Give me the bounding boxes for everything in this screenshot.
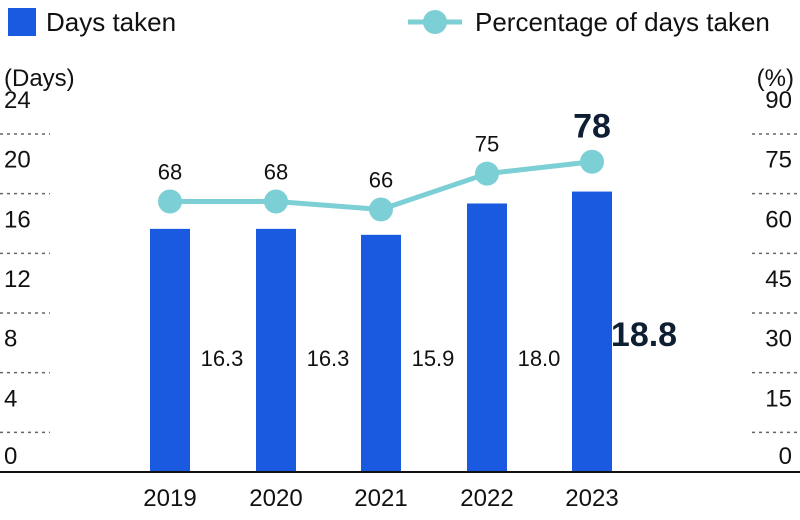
bar-2020 [256, 228, 296, 472]
percentage-label-2021: 66 [369, 167, 393, 192]
legend: Days taken Percentage of days taken [8, 7, 770, 37]
x-label-2022: 2022 [460, 485, 513, 512]
x-label-2023: 2023 [565, 485, 618, 512]
x-label-2021: 2021 [354, 485, 407, 512]
bar-value-label-2023: 18.8 [611, 316, 677, 354]
legend-label-percentage: Percentage of days taken [475, 7, 770, 37]
legend-marker-percentage [423, 10, 447, 34]
left-tick-label: 12 [4, 266, 31, 293]
bar-2022 [467, 203, 507, 472]
bar-2021 [361, 234, 401, 472]
right-tick-label: 60 [765, 206, 792, 233]
left-axis-unit: (Days) [4, 65, 75, 92]
percentage-label-2023: 78 [573, 108, 611, 146]
bars [150, 191, 612, 473]
legend-swatch-days-taken [8, 8, 36, 36]
percentage-point-2022 [475, 161, 499, 186]
left-tick-label: 4 [4, 385, 17, 412]
legend-label-days-taken: Days taken [46, 7, 176, 37]
right-axis-ticks: 0 15 30 45 60 75 90 [765, 87, 792, 470]
bar-value-label-2019: 16.3 [201, 346, 244, 371]
percentage-point-2020 [264, 189, 288, 214]
percentage-point-2021 [369, 197, 393, 222]
left-tick-label: 16 [4, 206, 31, 233]
x-axis-labels: 2019 2020 2021 2022 2023 [143, 485, 618, 512]
bar-value-label-2021: 15.9 [412, 346, 455, 371]
left-tick-label: 24 [4, 87, 31, 114]
right-tick-label: 90 [765, 87, 792, 114]
grid [0, 133, 800, 434]
right-tick-label: 15 [765, 385, 792, 412]
right-tick-label: 75 [765, 147, 792, 174]
bar-value-label-2022: 18.0 [518, 346, 561, 371]
left-tick-label: 8 [4, 326, 17, 353]
percentage-line-group: 68 68 66 75 78 [158, 108, 611, 222]
bar-value-labels: 16.3 16.3 15.9 18.0 18.8 [201, 316, 678, 371]
left-tick-label: 20 [4, 147, 31, 174]
left-tick-label: 0 [4, 443, 17, 470]
left-axis-ticks: 0 4 8 12 16 20 24 [4, 87, 31, 470]
percentage-point-2023 [580, 149, 604, 174]
x-label-2020: 2020 [249, 485, 302, 512]
right-tick-label: 30 [765, 326, 792, 353]
right-tick-label: 45 [765, 266, 792, 293]
bar-2019 [150, 228, 190, 472]
percentage-point-2019 [158, 189, 182, 214]
x-label-2019: 2019 [143, 485, 196, 512]
percentage-label-2020: 68 [264, 160, 288, 185]
right-tick-label: 0 [779, 443, 792, 470]
right-axis-unit: (%) [757, 65, 794, 92]
percentage-label-2022: 75 [475, 132, 499, 157]
bar-2023 [572, 191, 612, 473]
bar-value-label-2020: 16.3 [307, 346, 350, 371]
percentage-label-2019: 68 [158, 160, 182, 185]
